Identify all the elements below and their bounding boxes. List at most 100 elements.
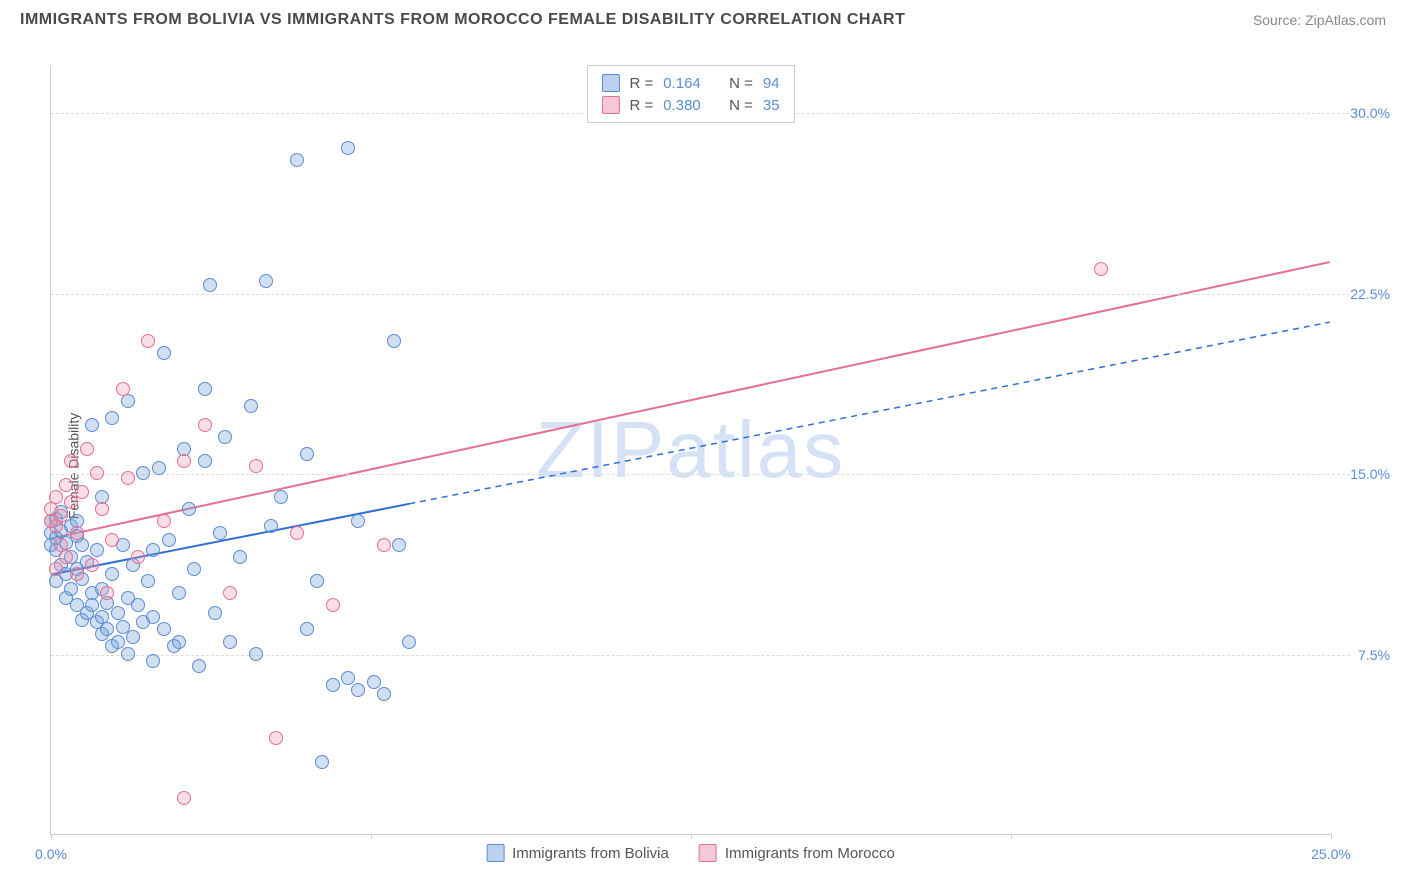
data-point bbox=[300, 447, 314, 461]
data-point bbox=[152, 461, 166, 475]
chart-container: Female Disability ZIPatlas R = 0.164 N =… bbox=[0, 40, 1406, 892]
data-point bbox=[141, 574, 155, 588]
data-point bbox=[157, 622, 171, 636]
data-point bbox=[146, 654, 160, 668]
xtick-mark bbox=[691, 834, 692, 839]
data-point bbox=[300, 622, 314, 636]
xtick-mark bbox=[1331, 834, 1332, 839]
ytick-label: 22.5% bbox=[1350, 286, 1390, 302]
source-label: Source: ZipAtlas.com bbox=[1253, 12, 1386, 28]
legend-r-value: 0.380 bbox=[663, 97, 701, 114]
data-point bbox=[80, 442, 94, 456]
data-point bbox=[290, 526, 304, 540]
data-point bbox=[351, 514, 365, 528]
data-point bbox=[274, 490, 288, 504]
data-point bbox=[116, 382, 130, 396]
data-point bbox=[198, 418, 212, 432]
data-point bbox=[105, 567, 119, 581]
data-point bbox=[141, 334, 155, 348]
legend-stats-row: R = 0.380 N = 35 bbox=[601, 94, 779, 116]
data-point bbox=[315, 755, 329, 769]
data-point bbox=[85, 418, 99, 432]
legend-item: Immigrants from Morocco bbox=[699, 844, 895, 862]
data-point bbox=[310, 574, 324, 588]
gridline bbox=[51, 655, 1350, 656]
gridline bbox=[51, 474, 1350, 475]
data-point bbox=[90, 543, 104, 557]
data-point bbox=[126, 630, 140, 644]
legend-item-label: Immigrants from Morocco bbox=[725, 845, 895, 862]
data-point bbox=[111, 635, 125, 649]
data-point bbox=[213, 526, 227, 540]
legend-n-value: 35 bbox=[763, 97, 780, 114]
data-point bbox=[64, 454, 78, 468]
data-point bbox=[326, 598, 340, 612]
data-point bbox=[198, 454, 212, 468]
data-point bbox=[233, 550, 247, 564]
legend-n-label: N = bbox=[729, 97, 753, 114]
ytick-label: 30.0% bbox=[1350, 105, 1390, 121]
data-point bbox=[192, 659, 206, 673]
swatch-pink-icon bbox=[699, 844, 717, 862]
data-point bbox=[131, 550, 145, 564]
legend-stats-row: R = 0.164 N = 94 bbox=[601, 72, 779, 94]
data-point bbox=[121, 471, 135, 485]
data-point bbox=[1094, 262, 1108, 276]
gridline bbox=[51, 294, 1350, 295]
data-point bbox=[85, 598, 99, 612]
data-point bbox=[90, 466, 104, 480]
data-point bbox=[70, 526, 84, 540]
chart-title: IMMIGRANTS FROM BOLIVIA VS IMMIGRANTS FR… bbox=[20, 11, 905, 29]
legend-series: Immigrants from Bolivia Immigrants from … bbox=[486, 844, 895, 862]
data-point bbox=[121, 647, 135, 661]
data-point bbox=[146, 610, 160, 624]
xtick-mark bbox=[371, 834, 372, 839]
data-point bbox=[105, 411, 119, 425]
data-point bbox=[367, 675, 381, 689]
xtick-mark bbox=[51, 834, 52, 839]
legend-stats: R = 0.164 N = 94 R = 0.380 N = 35 bbox=[586, 65, 794, 123]
data-point bbox=[387, 334, 401, 348]
data-point bbox=[111, 606, 125, 620]
trend-lines bbox=[51, 65, 1330, 834]
data-point bbox=[75, 485, 89, 499]
data-point bbox=[259, 274, 273, 288]
ytick-label: 7.5% bbox=[1358, 647, 1390, 663]
data-point bbox=[223, 635, 237, 649]
legend-n-label: N = bbox=[729, 75, 753, 92]
swatch-pink-icon bbox=[601, 96, 619, 114]
swatch-blue-icon bbox=[601, 74, 619, 92]
data-point bbox=[162, 533, 176, 547]
data-point bbox=[223, 586, 237, 600]
data-point bbox=[131, 598, 145, 612]
data-point bbox=[59, 550, 73, 564]
data-point bbox=[208, 606, 222, 620]
data-point bbox=[341, 671, 355, 685]
data-point bbox=[49, 490, 63, 504]
data-point bbox=[392, 538, 406, 552]
data-point bbox=[377, 687, 391, 701]
data-point bbox=[218, 430, 232, 444]
data-point bbox=[75, 538, 89, 552]
data-point bbox=[49, 562, 63, 576]
legend-r-label: R = bbox=[629, 97, 653, 114]
data-point bbox=[85, 558, 99, 572]
ytick-label: 15.0% bbox=[1350, 466, 1390, 482]
legend-item: Immigrants from Bolivia bbox=[486, 844, 669, 862]
data-point bbox=[146, 543, 160, 557]
data-point bbox=[59, 478, 73, 492]
data-point bbox=[177, 791, 191, 805]
data-point bbox=[157, 346, 171, 360]
data-point bbox=[341, 141, 355, 155]
xtick-mark bbox=[1011, 834, 1012, 839]
data-point bbox=[172, 635, 186, 649]
data-point bbox=[198, 382, 212, 396]
data-point bbox=[249, 647, 263, 661]
data-point bbox=[290, 153, 304, 167]
swatch-blue-icon bbox=[486, 844, 504, 862]
data-point bbox=[244, 399, 258, 413]
data-point bbox=[172, 586, 186, 600]
data-point bbox=[121, 394, 135, 408]
data-point bbox=[54, 509, 68, 523]
xtick-label: 0.0% bbox=[35, 846, 67, 862]
